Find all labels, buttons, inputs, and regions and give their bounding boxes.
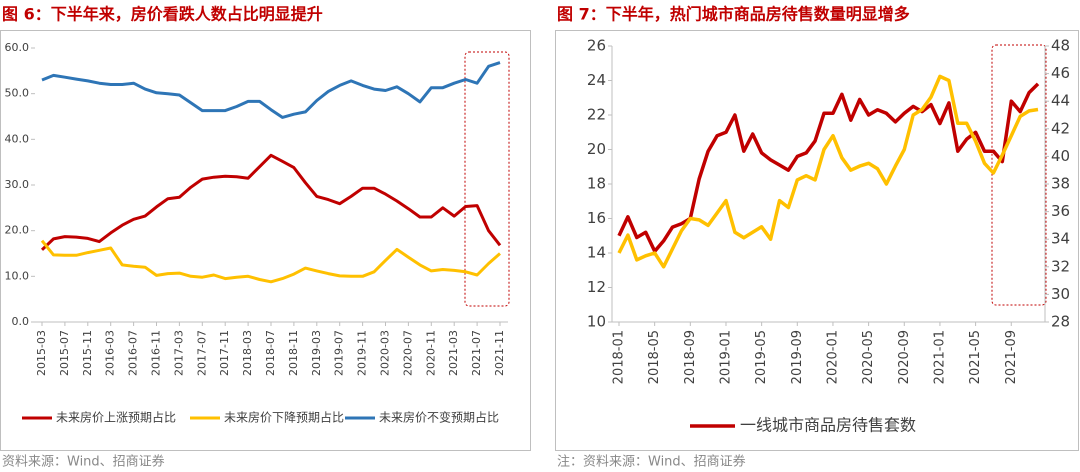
highlight-box [991, 44, 1047, 306]
y-tick-label: 16 [587, 209, 606, 227]
y-tick-label: 20 [587, 140, 606, 158]
y-tick-label: 18 [587, 175, 606, 193]
x-tick-label: 2021-03 [447, 330, 460, 376]
y-tick-label: 14 [587, 244, 606, 262]
y-tick-label: 40.0 [5, 132, 30, 145]
y-tick-label: 44 [1051, 92, 1070, 110]
x-tick-label: 2021-05 [968, 330, 983, 384]
x-tick-label: 2016-03 [104, 330, 117, 376]
x-tick-label: 2020-01 [825, 330, 840, 384]
y-tick-label: 50.0 [5, 87, 30, 100]
x-tick-label: 2019-11 [356, 330, 369, 376]
x-tick-label: 2021-01 [932, 330, 947, 384]
x-tick-label: 2020-11 [424, 330, 437, 376]
legend-label: 未来房价上涨预期占比 [56, 410, 176, 425]
y-tick-label: 24 [587, 71, 606, 89]
x-tick-label: 2018-03 [241, 330, 254, 376]
y-tick-label: 22 [587, 106, 606, 124]
chart-title: 图 6：下半年来，房价看跌人数占比明显提升 [2, 5, 323, 24]
y-tick-label: 48 [1051, 37, 1070, 55]
x-tick-label: 2019-05 [754, 330, 769, 384]
x-tick-label: 2021-11 [493, 330, 506, 376]
y-tick-label: 0.0 [12, 315, 30, 328]
series-line [617, 74, 1039, 269]
y-tick-label: 30.0 [5, 178, 30, 191]
x-tick-label: 2016-07 [127, 330, 140, 376]
y-tick-label: 26 [587, 37, 606, 55]
x-tick-label: 2017-07 [195, 330, 208, 376]
legend-label: 一线城市商品房待售套数 [740, 416, 916, 435]
x-tick-label: 2018-07 [264, 330, 277, 376]
highlight-box [464, 51, 510, 307]
x-tick-label: 2016-11 [150, 330, 163, 376]
series-line [40, 239, 501, 284]
panel-frame [0, 30, 531, 451]
series-line [40, 153, 502, 251]
y-tick-label: 46 [1051, 64, 1070, 82]
y-tick-label: 38 [1051, 175, 1070, 193]
y-tick-label: 28 [1051, 313, 1070, 331]
y-tick-label: 30 [1051, 285, 1070, 303]
x-tick-label: 2021-07 [470, 330, 483, 376]
y-tick-label: 60.0 [5, 41, 30, 54]
y-tick-label: 40 [1051, 147, 1070, 165]
x-tick-label: 2015-07 [58, 330, 71, 376]
legend-label: 未来房价下降预期占比 [224, 410, 344, 425]
x-tick-label: 2020-07 [401, 330, 414, 376]
x-tick-label: 2018-11 [287, 330, 300, 376]
x-tick-label: 2017-03 [172, 330, 185, 376]
x-tick-label: 2020-03 [379, 330, 392, 376]
x-tick-label: 2019-01 [718, 330, 733, 384]
y-tick-label: 10 [587, 313, 606, 331]
x-tick-label: 2019-07 [333, 330, 346, 376]
y-tick-label: 12 [587, 278, 606, 296]
panel-frame [555, 30, 1079, 451]
y-tick-label: 10.0 [5, 269, 30, 282]
x-tick-label: 2018-05 [647, 330, 662, 384]
x-tick-label: 2019-03 [310, 330, 323, 376]
x-tick-label: 2018-01 [612, 330, 627, 384]
x-tick-label: 2015-03 [35, 330, 48, 376]
y-tick-label: 20.0 [5, 224, 30, 237]
x-tick-label: 2015-11 [81, 330, 94, 376]
x-tick-label: 2018-09 [683, 330, 698, 384]
chart-title: 图 7：下半年，热门城市商品房待售数量明显增多 [557, 5, 910, 24]
x-tick-label: 2020-09 [897, 330, 912, 384]
legend-label: 未来房价不变预期占比 [379, 410, 499, 425]
series-line [617, 82, 1040, 254]
x-tick-label: 2020-05 [861, 330, 876, 384]
x-tick-label: 2017-11 [218, 330, 231, 376]
y-tick-label: 42 [1051, 119, 1070, 137]
x-tick-label: 2019-09 [790, 330, 805, 384]
y-tick-label: 32 [1051, 257, 1070, 275]
y-tick-label: 36 [1051, 202, 1070, 220]
x-tick-label: 2021-09 [1004, 330, 1019, 384]
source-note: 资料来源：Wind、招商证券 [2, 454, 165, 470]
source-note: 注：资料来源：Wind、招商证券 [557, 454, 746, 470]
y-tick-label: 34 [1051, 230, 1070, 248]
series-line [41, 61, 501, 119]
